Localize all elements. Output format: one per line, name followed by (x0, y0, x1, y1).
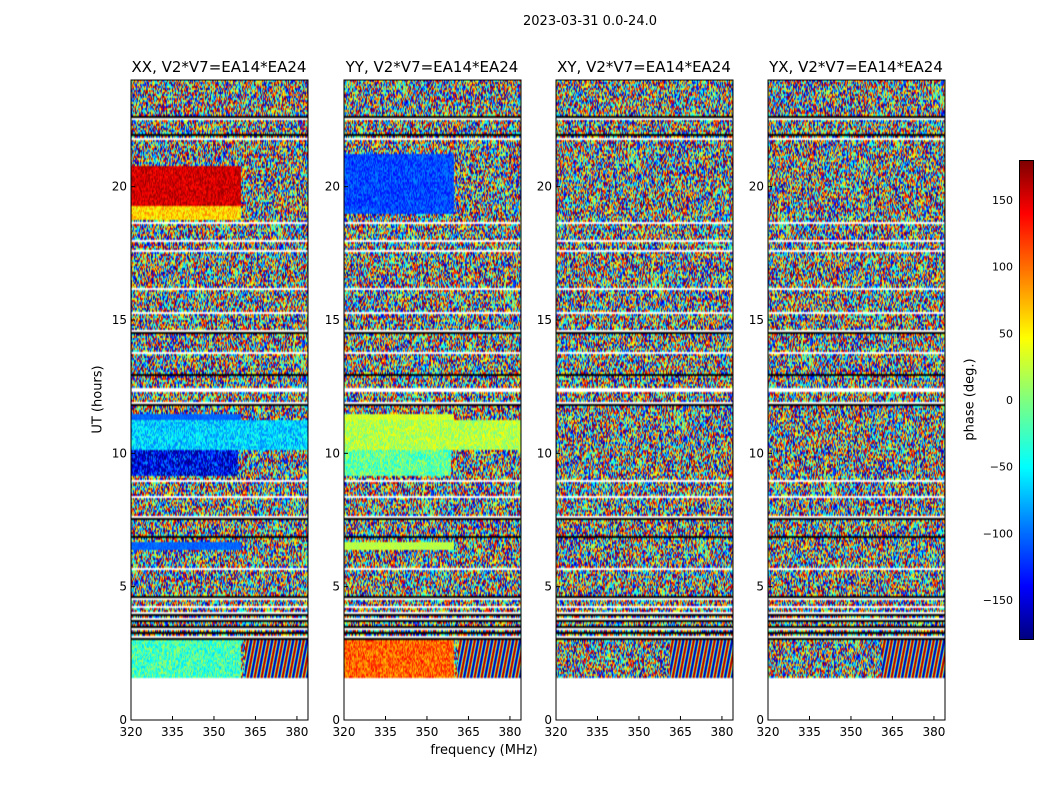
y-tick-label: 10 (749, 446, 764, 460)
x-tick-label: 365 (669, 725, 692, 739)
x-tick-label: 350 (203, 725, 226, 739)
figure-title: 2023-03-31 0.0-24.0 (523, 14, 657, 29)
x-tick-label: 380 (498, 725, 521, 739)
x-tick-label: 335 (586, 725, 609, 739)
x-tick-label: 335 (798, 725, 821, 739)
y-tick-label: 15 (537, 313, 552, 327)
panel-frame (343, 79, 522, 721)
panel-frame (767, 79, 946, 721)
x-tick-label: 380 (285, 725, 308, 739)
y-tick-label: 20 (749, 180, 764, 194)
colorbar-label: phase (deg.) (962, 358, 978, 441)
y-tick-label: 5 (119, 580, 127, 594)
x-tick-label: 350 (416, 725, 439, 739)
heatmap-image-yx (768, 80, 945, 720)
y-tick-label: 0 (119, 713, 127, 727)
y-tick-label: 5 (756, 580, 764, 594)
y-tick-label: 0 (332, 713, 340, 727)
x-tick-label: 320 (545, 725, 568, 739)
panel-title-xy: XY, V2*V7=EA14*EA24 (557, 58, 731, 76)
x-tick-label: 350 (628, 725, 651, 739)
x-tick-label: 320 (757, 725, 780, 739)
colorbar-tick-label: 0 (1006, 394, 1013, 407)
colorbar-tick-label: −50 (990, 461, 1013, 474)
colorbar-tick-label: −150 (983, 594, 1013, 607)
panel-title-yy: YY, V2*V7=EA14*EA24 (345, 58, 519, 76)
x-tick-label: 365 (244, 725, 267, 739)
x-tick-label: 350 (840, 725, 863, 739)
colorbar-tick-label: 100 (992, 261, 1013, 274)
y-tick-label: 15 (325, 313, 340, 327)
y-tick-label: 10 (537, 446, 552, 460)
y-tick-label: 15 (112, 313, 127, 327)
colorbar-tick-label: 150 (992, 194, 1013, 207)
x-tick-label: 380 (710, 725, 733, 739)
y-tick-label: 0 (544, 713, 552, 727)
heatmap-image-xy (556, 80, 733, 720)
heatmap-image-xx (131, 80, 308, 720)
panel-title-yx: YX, V2*V7=EA14*EA24 (769, 58, 943, 76)
heatmap-image-yy (344, 80, 521, 720)
panel-yx: 320 335 350 365 380 0 5 10 15 20 (749, 79, 946, 739)
panel-frame (130, 79, 309, 721)
x-axis-label: frequency (MHz) (430, 743, 538, 758)
colorbar (1019, 160, 1034, 640)
colorbar-tick-label: −100 (983, 527, 1013, 540)
y-tick-label: 15 (749, 313, 764, 327)
x-tick-label: 320 (120, 725, 143, 739)
x-tick-label: 335 (374, 725, 397, 739)
x-tick-label: 320 (333, 725, 356, 739)
y-tick-label: 20 (325, 180, 340, 194)
panel-title-xx: XX, V2*V7=EA14*EA24 (131, 58, 307, 76)
x-tick-label: 365 (457, 725, 480, 739)
y-tick-label: 0 (756, 713, 764, 727)
x-tick-label: 380 (922, 725, 945, 739)
y-tick-label: 20 (112, 180, 127, 194)
y-tick-label: 5 (332, 580, 340, 594)
y-tick-label: 10 (325, 446, 340, 460)
y-tick-label: 10 (112, 446, 127, 460)
panel-xx: 320 335 350 365 380 0 5 10 15 20 (112, 79, 309, 739)
panel-frame (555, 79, 734, 721)
colorbar-tick-label: 50 (999, 327, 1013, 340)
y-axis-label: UT (hours) (90, 365, 106, 434)
x-tick-label: 365 (881, 725, 904, 739)
y-tick-label: 20 (537, 180, 552, 194)
panel-yy: 320 335 350 365 380 0 5 10 15 20 (325, 79, 522, 739)
y-tick-label: 5 (544, 580, 552, 594)
x-tick-label: 335 (161, 725, 184, 739)
panel-xy: 320 335 350 365 380 0 5 10 15 20 (537, 79, 734, 739)
